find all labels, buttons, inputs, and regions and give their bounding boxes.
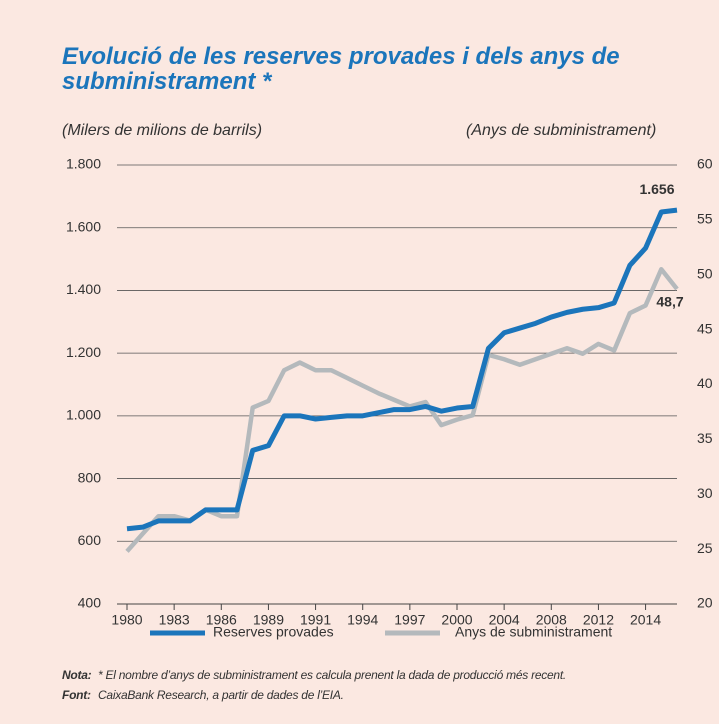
y-tick-label: 1.200: [66, 344, 101, 360]
x-tick-label: 1983: [159, 612, 190, 628]
data-label: 48,7: [656, 294, 683, 310]
chart-title: Evolució de les reserves provades i dels…: [62, 43, 620, 95]
legend-label: Reserves provades: [213, 624, 334, 640]
y-axis-label: (Milers de milions de barrils): [62, 122, 262, 139]
y2-tick-label: 30: [697, 485, 713, 501]
y2-tick-label: 40: [697, 375, 713, 391]
note-label: Nota:: [62, 668, 92, 682]
y2-tick-label: 60: [697, 156, 713, 172]
y-tick-label: 1.400: [66, 281, 101, 297]
y-tick-label: 600: [78, 532, 102, 548]
y-tick-label: 400: [78, 595, 102, 611]
x-tick-label: 2000: [441, 612, 472, 628]
y2-axis-label: (Anys de subministrament): [466, 122, 656, 139]
x-tick-label: 1989: [253, 612, 284, 628]
x-tick-label: 1997: [394, 612, 425, 628]
line-series: [126, 207, 678, 532]
note-text: * El nombre d’anys de subministrament es…: [98, 668, 566, 682]
x-tick-label: 2008: [536, 612, 567, 628]
x-tick-label: 2004: [489, 612, 520, 628]
y2-tick-label: 20: [697, 595, 713, 611]
y-tick-label: 1.800: [66, 156, 101, 172]
y2-tick-label: 35: [697, 430, 713, 446]
x-tick-label: 1991: [300, 612, 331, 628]
y2-tick-label: 45: [697, 320, 713, 336]
x-tick-label: 2014: [630, 612, 661, 628]
y-tick-label: 1.600: [66, 218, 101, 234]
y-tick-label: 800: [78, 469, 102, 485]
y-tick-label: 1.000: [66, 407, 101, 423]
y2-tick-label: 50: [697, 265, 713, 281]
legend-label: Anys de subministrament: [455, 624, 612, 640]
x-tick-label: 1986: [206, 612, 237, 628]
y2-tick-label: 25: [697, 540, 713, 556]
source-text: CaixaBank Research, a partir de dades de…: [98, 688, 344, 702]
x-tick-label: 1980: [111, 612, 142, 628]
line-series: [125, 267, 679, 553]
x-tick-label: 2012: [583, 612, 614, 628]
x-tick-label: 1994: [347, 612, 378, 628]
y2-tick-label: 55: [697, 211, 713, 227]
source-label: Font:: [62, 688, 91, 702]
data-label: 1.656: [639, 181, 674, 197]
